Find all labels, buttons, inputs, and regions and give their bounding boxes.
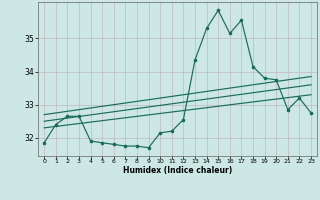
X-axis label: Humidex (Indice chaleur): Humidex (Indice chaleur) [123, 166, 232, 175]
